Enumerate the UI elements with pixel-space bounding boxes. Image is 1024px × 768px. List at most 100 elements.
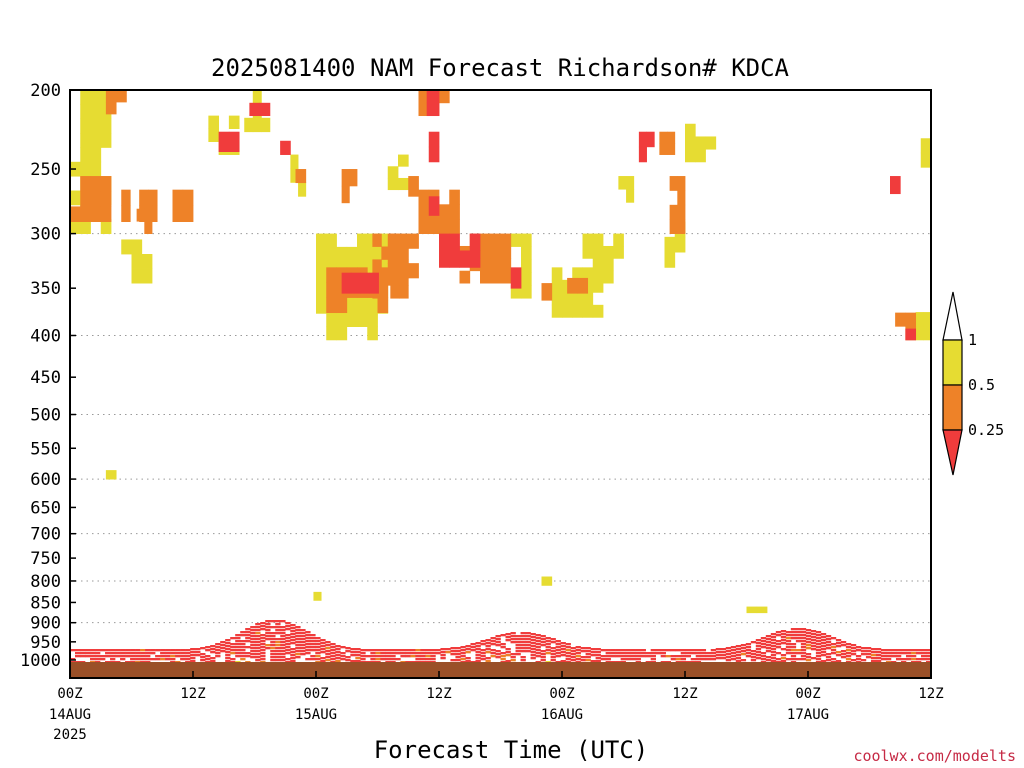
pbl-cell [830, 643, 837, 646]
pbl-cell [285, 637, 291, 640]
ri-cell [439, 90, 450, 104]
pbl-cell [905, 652, 912, 655]
pbl-cell [95, 658, 101, 661]
pbl-cell [475, 642, 481, 645]
pbl-cell [620, 652, 626, 655]
pbl-cell [100, 658, 106, 661]
pbl-cell [470, 646, 476, 649]
pbl-cell [910, 652, 917, 655]
ri-cell [582, 292, 594, 306]
pbl-cell [665, 655, 671, 658]
pbl-cell [585, 653, 591, 656]
pbl-cell [765, 638, 772, 641]
pbl-cell [125, 652, 131, 655]
pbl-cell [530, 651, 536, 654]
pbl-cell [620, 658, 626, 661]
pbl-cell [920, 649, 927, 652]
pbl-cell [305, 646, 311, 649]
pbl-cell [255, 638, 261, 641]
pbl-cell [705, 655, 712, 658]
ri-cell [398, 177, 409, 191]
pbl-cell [115, 649, 121, 652]
ri-cell [490, 233, 501, 247]
pbl-cell [900, 652, 907, 655]
ri-cell [105, 470, 117, 480]
ri-cell [357, 233, 368, 248]
pbl-cell [570, 647, 576, 650]
pbl-cell [520, 644, 526, 647]
pbl-cell [485, 660, 491, 663]
ri-cell [572, 304, 583, 318]
pbl-cell [425, 649, 431, 652]
pbl-cell [310, 640, 316, 643]
x-tick-label: 00Z [795, 686, 820, 702]
ri-cell [398, 154, 409, 167]
pbl-cell [465, 645, 471, 648]
pbl-cell [855, 655, 862, 658]
pbl-cell [775, 634, 782, 637]
pbl-cell [585, 656, 591, 659]
pbl-cell [300, 650, 306, 653]
pbl-cell [755, 657, 762, 660]
pbl-cell [440, 654, 446, 657]
ri-cell [90, 90, 102, 105]
pbl-cell [585, 650, 591, 653]
pbl-cell [260, 622, 266, 625]
pbl-cell [825, 638, 832, 641]
pbl-cell [590, 654, 596, 657]
pbl-cell [270, 626, 276, 629]
pbl-cell [255, 653, 261, 656]
pbl-cell [490, 649, 496, 652]
ri-cell [357, 300, 368, 314]
pbl-cell [635, 658, 641, 661]
surface-band [70, 620, 932, 678]
pbl-cell [430, 655, 436, 658]
pbl-cell [280, 656, 286, 659]
pbl-cell [625, 649, 631, 652]
pbl-cell [355, 654, 361, 657]
pbl-cell [275, 650, 281, 653]
pbl-cell [315, 658, 321, 661]
ri-cell [418, 204, 430, 220]
pbl-cell [165, 652, 171, 655]
pbl-cell [500, 646, 506, 649]
pbl-cell [830, 658, 837, 661]
ri-cell [80, 161, 91, 177]
pbl-cell [735, 660, 742, 663]
ri-cell [208, 128, 220, 142]
pbl-cell [780, 657, 787, 660]
pbl-cell [135, 652, 141, 655]
ri-cell [521, 272, 532, 286]
ri-cell [669, 219, 678, 234]
pbl-cell [325, 653, 331, 656]
pbl-cell [700, 658, 707, 661]
pbl-cell [730, 655, 737, 658]
y-tick-label-350: 350 [30, 279, 61, 299]
pbl-cell [225, 639, 231, 642]
pbl-cell [200, 647, 206, 650]
ri-cell [582, 245, 594, 259]
pbl-cell [300, 629, 306, 632]
pbl-cell [830, 637, 837, 640]
pbl-cell [905, 655, 912, 658]
pbl-cell [535, 637, 541, 640]
ri-cell [521, 259, 532, 273]
pbl-cell [240, 655, 246, 658]
pbl-cell [485, 657, 491, 660]
pbl-cell [205, 655, 211, 658]
pbl-cell [755, 642, 762, 645]
ri-cell [418, 218, 430, 234]
pbl-cell [490, 640, 496, 643]
pbl-cell [725, 647, 732, 650]
pbl-cell [365, 655, 371, 658]
x-tick-label: 00Z [303, 686, 328, 702]
pbl-cell [770, 651, 777, 654]
ri-cell [131, 239, 143, 255]
pbl-cell [780, 636, 787, 639]
pbl-cell [180, 649, 186, 652]
pbl-cell [395, 652, 401, 655]
pbl-cell [240, 634, 246, 637]
pbl-cell [540, 641, 546, 644]
ri-cell [367, 313, 378, 327]
pbl-cell [255, 650, 261, 653]
